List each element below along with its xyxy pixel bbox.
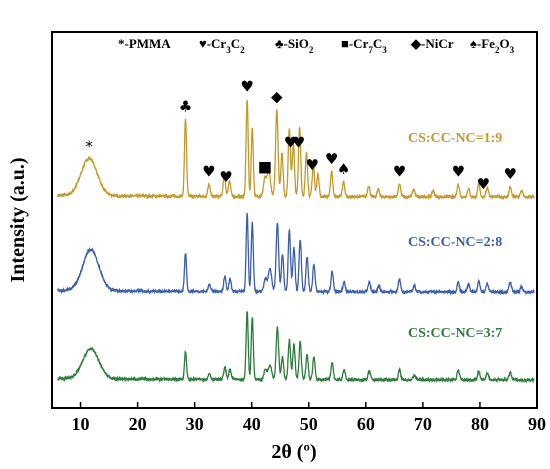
y-axis-label: Intensity (a.u.) (7, 157, 29, 282)
x-tick-label-40: 40 (243, 414, 261, 434)
x-tick-label-80: 80 (471, 414, 489, 434)
peak-marker-1: * (85, 138, 93, 156)
x-tick-label-60: 60 (357, 414, 375, 434)
x-tick-label-20: 20 (129, 414, 147, 434)
peak-markers: *♣♥ ♥♥■◆♥♥♥ ♥♠ ♥ ♥♥♥ (85, 78, 517, 194)
series-label-1: CS:CC-NC=1:9 (408, 131, 502, 146)
plot-frame (51, 31, 538, 409)
series-label-2: CS:CC-NC=2:8 (408, 235, 502, 250)
peak-marker-6: ■ (258, 158, 272, 176)
peak-marker-9: ♥ (292, 133, 305, 151)
legend-cr3c2: ♥-Cr3C2 (199, 36, 245, 55)
peak-marker-11: ♥ (325, 150, 338, 168)
peak-marker-7: ◆ (271, 88, 283, 106)
peak-marker-5: ♥ (240, 78, 253, 96)
legend-sio2: ♣-SiO2 (275, 36, 314, 55)
series-labels: CS:CC-NC=1:9 CS:CC-NC=2:8 CS:CC-NC=3:7 (408, 131, 502, 341)
peak-marker-10: ♥ (305, 156, 318, 174)
series-curves (57, 99, 535, 384)
legend-cr7c3: ■-Cr7C3 (341, 36, 387, 55)
peak-marker-12: ♠ (337, 160, 350, 178)
legend-fe2o3: ♠-Fe2O3 (470, 36, 515, 55)
peak-marker-15: ♥ (477, 175, 490, 193)
x-axis: 10 20 30 40 50 60 70 80 90 (72, 402, 546, 434)
x-tick-label-90: 90 (528, 414, 546, 434)
legend-nicr: ◆-NiCr (410, 36, 454, 51)
x-tick-label-50: 50 (300, 414, 318, 434)
legend: *-PMMA ♥-Cr3C2 ♣-SiO2 ■-Cr7C3 ◆-NiCr ♠-F… (118, 36, 515, 55)
series-line-3 (57, 310, 535, 384)
peak-marker-8: ♥ (284, 133, 297, 151)
legend-pmma: *-PMMA (118, 36, 171, 51)
peak-marker-13: ♥ (393, 163, 406, 181)
series-line-1 (57, 99, 535, 201)
peak-marker-14: ♥ (452, 163, 465, 181)
series-line-2 (57, 212, 535, 296)
peak-marker-2: ♣ (179, 98, 192, 116)
x-tick-label-70: 70 (414, 414, 432, 434)
peak-marker-4: ♥ (219, 168, 232, 186)
series-label-3: CS:CC-NC=3:7 (408, 326, 502, 341)
peak-marker-16: ♥ (503, 165, 516, 183)
x-axis-label: 2θ (º) (271, 441, 316, 463)
x-tick-label-10: 10 (72, 414, 90, 434)
x-tick-label-30: 30 (186, 414, 204, 434)
peak-marker-3: ♥ (202, 163, 215, 181)
